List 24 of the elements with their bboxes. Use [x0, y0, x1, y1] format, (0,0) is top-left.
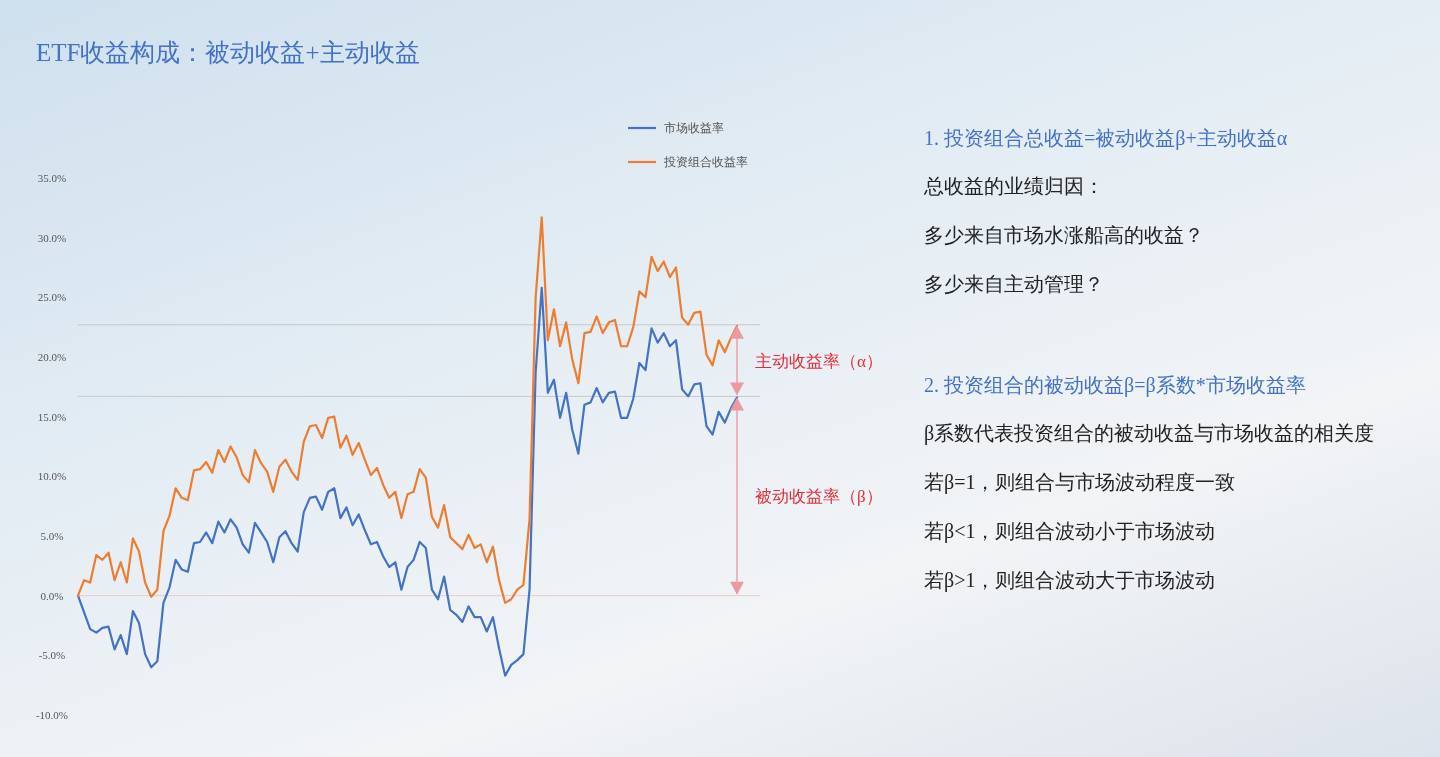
y-tick-label: -5.0% [38, 649, 66, 662]
y-tick-label: 10.0% [37, 470, 67, 483]
text: 1. 投资组合总收益=被动收益β+主动收益α [924, 127, 1288, 150]
text: β系数代表投资组合的被动收益与市场收益的相关度 [924, 422, 1375, 445]
y-tick-label: -10.0% [35, 709, 69, 721]
chart-title: ETF收益构成：被动收益+主动收益 [36, 39, 420, 66]
y-tick-label: 0.0% [40, 589, 64, 602]
legend-label: 市场收益率 [664, 121, 724, 135]
text: 2. 投资组合的被动收益β=β系数*市场收益率 [924, 374, 1306, 397]
legend-label: 投资组合收益率 [663, 155, 748, 169]
y-tick-label: 20.0% [37, 351, 67, 363]
text: 若β=1，则组合与市场波动程度一致 [924, 471, 1236, 494]
text: 若β<1，则组合波动小于市场波动 [924, 520, 1216, 543]
text: 总收益的业绩归因： [923, 175, 1104, 197]
text: 被动收益率（β） [755, 487, 883, 507]
y-tick-label: 30.0% [37, 231, 67, 244]
y-tick-label: 25.0% [37, 291, 67, 304]
text: 多少来自主动管理？ [924, 273, 1104, 295]
text: 主动收益率（α） [755, 351, 883, 371]
y-tick-label: 35.0% [37, 172, 67, 184]
y-tick-label: 15.0% [37, 410, 67, 423]
text: 若β>1，则组合波动大于市场波动 [924, 569, 1216, 592]
text: 多少来自市场水涨船高的收益？ [924, 224, 1204, 246]
y-tick-label: 5.0% [40, 530, 64, 542]
